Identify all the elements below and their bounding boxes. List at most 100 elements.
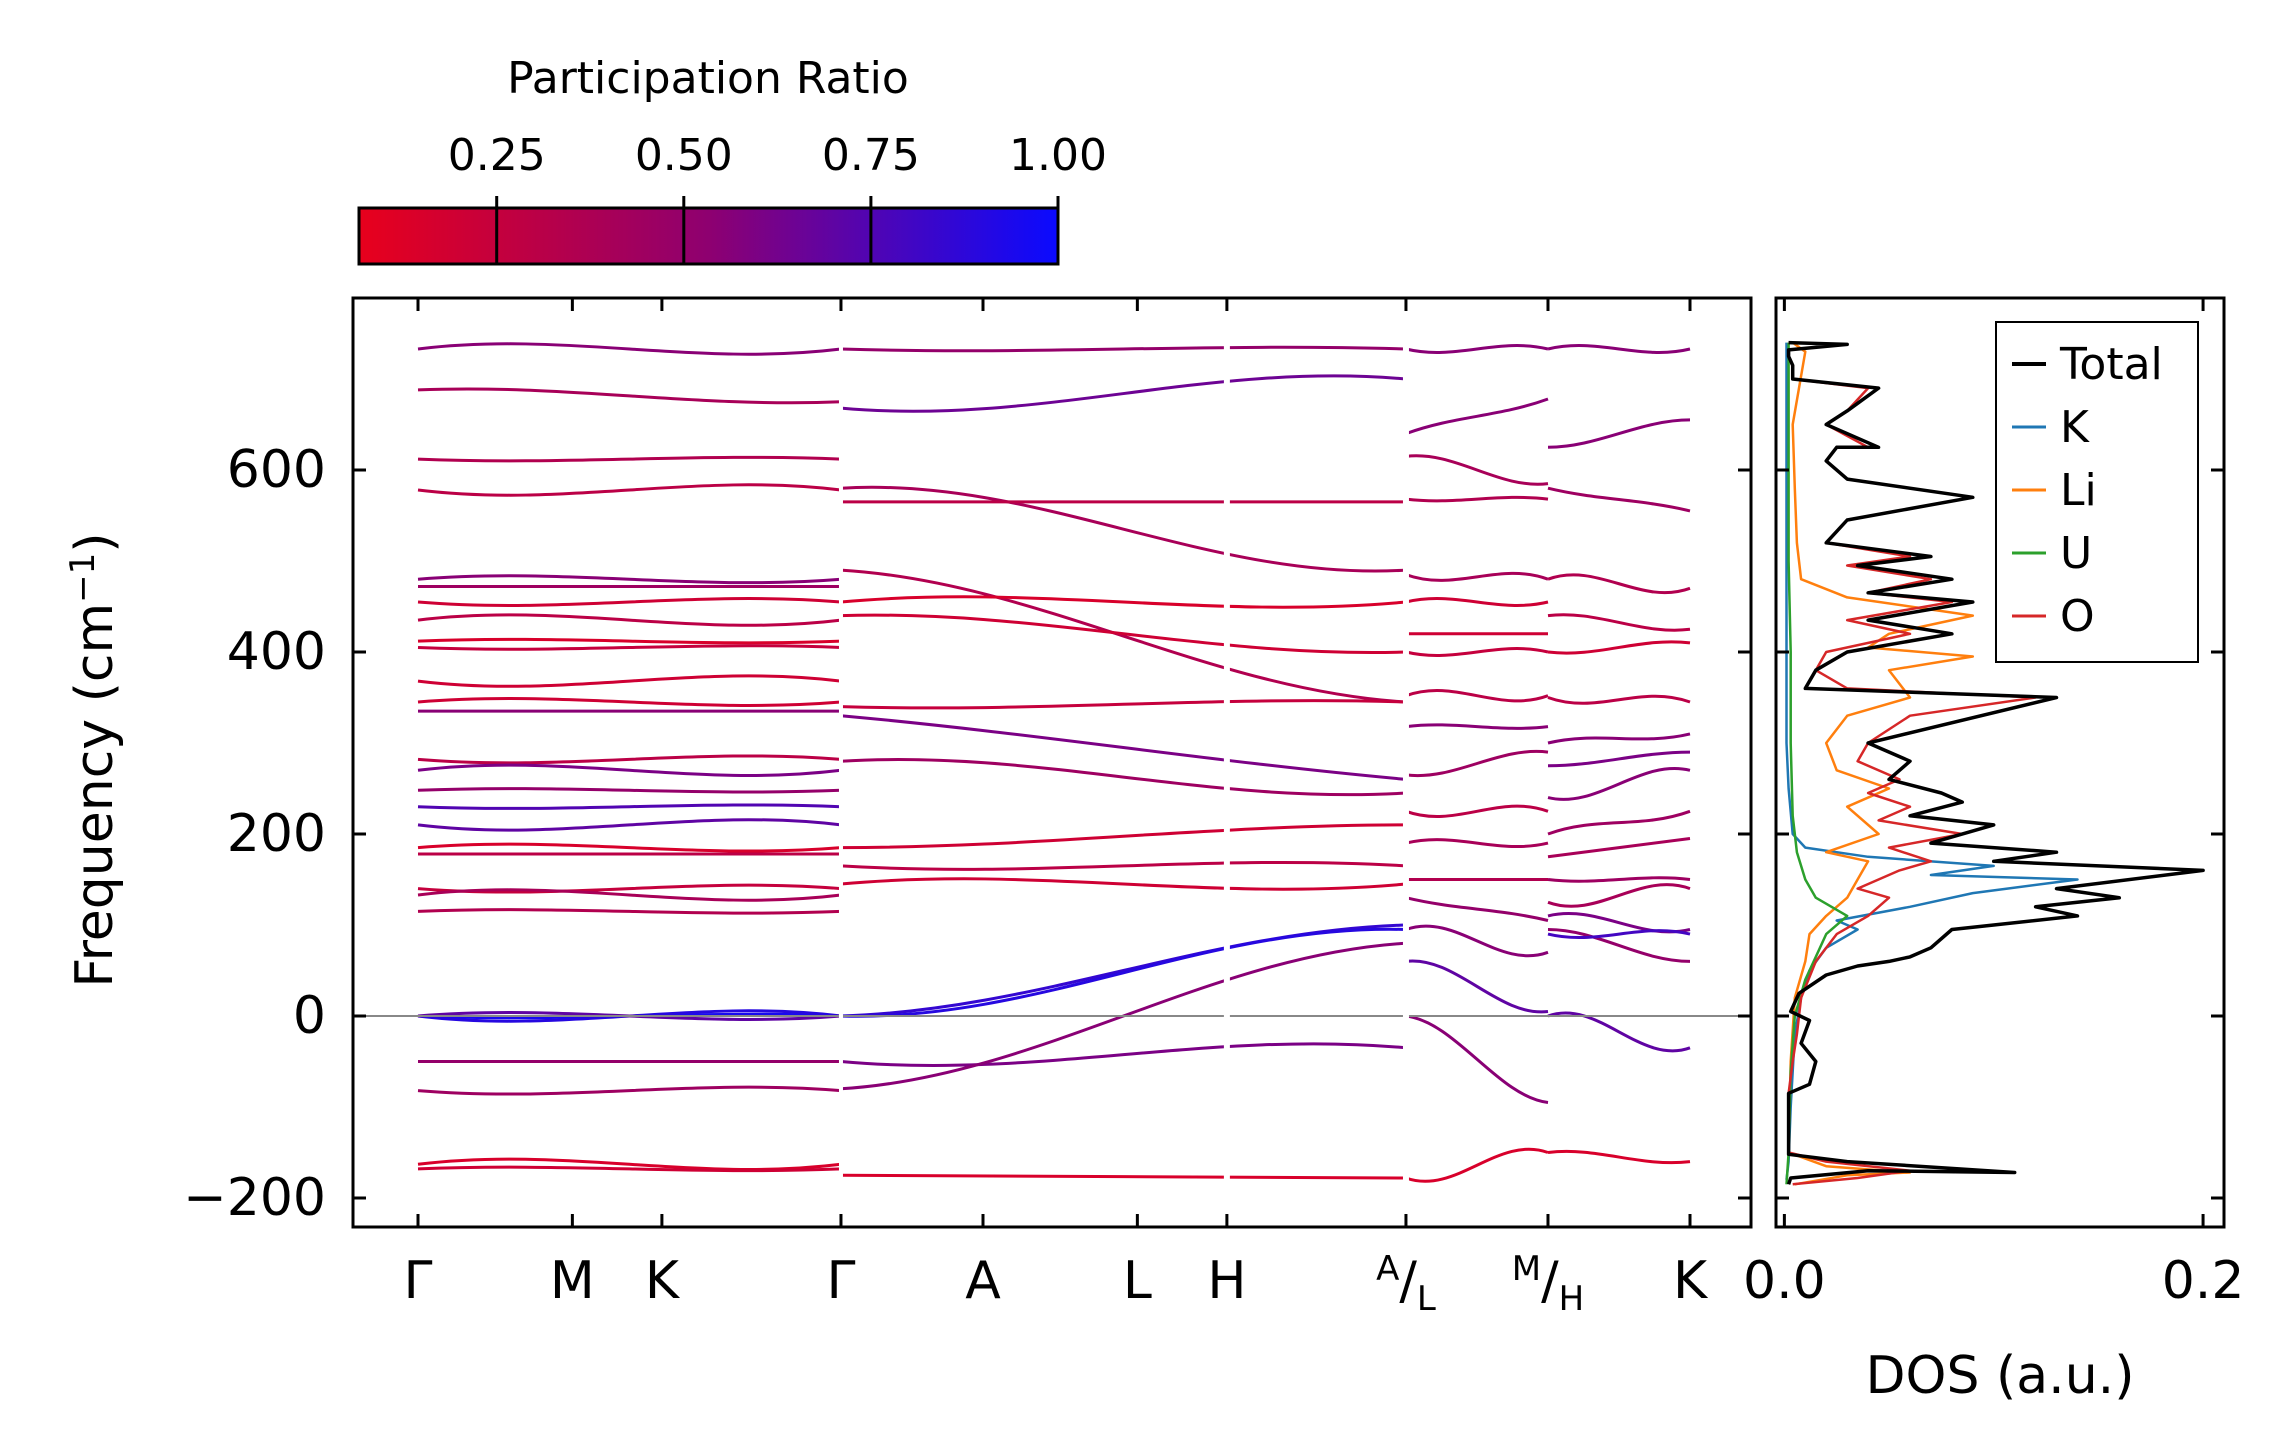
band-line: [417, 818, 842, 832]
band-line: [840, 595, 1407, 609]
legend-box: [1995, 321, 2199, 663]
y-tick-label: −200: [183, 1168, 326, 1228]
band-line: [1405, 397, 1549, 436]
band-line: [1405, 495, 1549, 503]
band-line: [417, 754, 842, 765]
band-line: [417, 908, 842, 915]
dos-series-k: [1785, 342, 2079, 1180]
dos-x-tick-label: 0.0: [1743, 1251, 1826, 1311]
dos-series-u: [1785, 342, 1849, 1185]
band-line: [840, 485, 1407, 573]
band-y-ticks: −200 0 200 400 600: [183, 440, 1751, 1228]
band-x-ticks: Γ M K Γ A L H A/LM/H K: [404, 298, 1709, 1319]
band-line: [1405, 647, 1549, 657]
colorbar-tick-label: 0.75: [822, 130, 920, 181]
band-line: [417, 674, 842, 688]
colorbar-tick-label: 1.00: [1009, 130, 1107, 181]
dos-series-li: [1787, 341, 1975, 1186]
band-line: [417, 483, 842, 497]
colorbar: Participation Ratio 0.25 0.50 0.75 1.00: [357, 53, 1107, 266]
band-line: [1547, 767, 1691, 801]
band-line: [1405, 1147, 1549, 1183]
band-line: [1547, 613, 1691, 632]
band-line: [417, 1085, 842, 1096]
band-line: [1547, 809, 1691, 836]
y-tick-label: 600: [227, 440, 326, 500]
x-tick-label: M/H: [1512, 1249, 1584, 1319]
band-line: [417, 574, 842, 585]
band-line: [1405, 749, 1549, 778]
colorbar-label: Participation Ratio: [507, 53, 909, 104]
dos-series-total: [1786, 340, 2205, 1185]
band-line: [840, 1042, 1407, 1067]
band-line: [1405, 804, 1549, 818]
x-tick-label: M: [550, 1251, 595, 1311]
band-line: [1547, 573, 1691, 595]
band-line: [1547, 928, 1691, 963]
band-line: [840, 374, 1407, 413]
x-tick-label: L: [1123, 1251, 1152, 1311]
band-axes-frame: [351, 296, 1753, 1229]
band-line: [1547, 1011, 1691, 1053]
band-line: [417, 888, 842, 902]
band-line: [1547, 837, 1691, 859]
dos-ticks: 0.0 0.2: [1743, 298, 2244, 1311]
band-line: [417, 763, 842, 777]
band-line: [1547, 640, 1691, 655]
x-tick-label: A: [965, 1251, 1001, 1311]
band-line: [417, 1165, 842, 1173]
legend-label: Li: [2060, 465, 2097, 516]
band-line: [840, 613, 1407, 654]
dos-lines: [1785, 340, 2205, 1186]
band-line: [840, 699, 1407, 710]
y-tick-label: 400: [227, 622, 326, 682]
dos-panel: 0.0 0.2 DOS (a.u.) Total K Li UO: [1743, 296, 2244, 1406]
band-line: [1405, 959, 1549, 1014]
band-line: [417, 637, 842, 645]
band-line: [1547, 418, 1691, 449]
y-tick-label: 0: [293, 986, 326, 1046]
band-line: [1547, 694, 1691, 705]
band-line: [417, 644, 842, 651]
dos-x-axis-label: DOS (a.u.): [1866, 1346, 2135, 1406]
band-line: [1547, 912, 1691, 934]
x-tick-label: K: [1673, 1251, 1709, 1311]
band-line: [1405, 924, 1549, 958]
x-tick-label: K: [645, 1251, 681, 1311]
x-tick-label: A/L: [1376, 1249, 1436, 1319]
colorbar-gradient: [357, 206, 1060, 266]
y-axis-label: Frequency (cm−1): [63, 532, 125, 987]
band-line: [1547, 486, 1691, 513]
legend-label: Total: [2059, 339, 2163, 390]
band-line: [1547, 929, 1691, 940]
band-line: [1405, 689, 1549, 703]
band-line: [1405, 597, 1549, 607]
band-line: [840, 823, 1407, 850]
band-lines: [417, 342, 1691, 1183]
dos-x-tick-label: 0.2: [2162, 1251, 2245, 1311]
band-line: [417, 697, 842, 707]
band-line: [417, 803, 842, 810]
band-line: [417, 787, 842, 794]
band-line: [417, 387, 842, 405]
band-line: [840, 860, 1407, 871]
band-line: [417, 842, 842, 853]
band-line: [840, 714, 1407, 781]
segment-dividers: [838, 345, 1409, 1220]
band-line: [1405, 454, 1549, 486]
band-line: [840, 758, 1407, 797]
band-line: [1547, 750, 1691, 768]
band-line: [840, 568, 1407, 704]
dos-legend: Total K Li UO: [1995, 321, 2199, 663]
dos-axes-frame: [1774, 296, 2226, 1229]
x-tick-label: Γ: [826, 1251, 855, 1311]
band-line: [1405, 723, 1549, 730]
band-line: [1405, 838, 1549, 849]
band-line: [1547, 1149, 1691, 1165]
colorbar-ticks: 0.25 0.50 0.75 1.00: [448, 130, 1107, 264]
band-line: [840, 877, 1407, 891]
legend-label: U: [2060, 528, 2092, 579]
y-tick-label: 200: [227, 804, 326, 864]
